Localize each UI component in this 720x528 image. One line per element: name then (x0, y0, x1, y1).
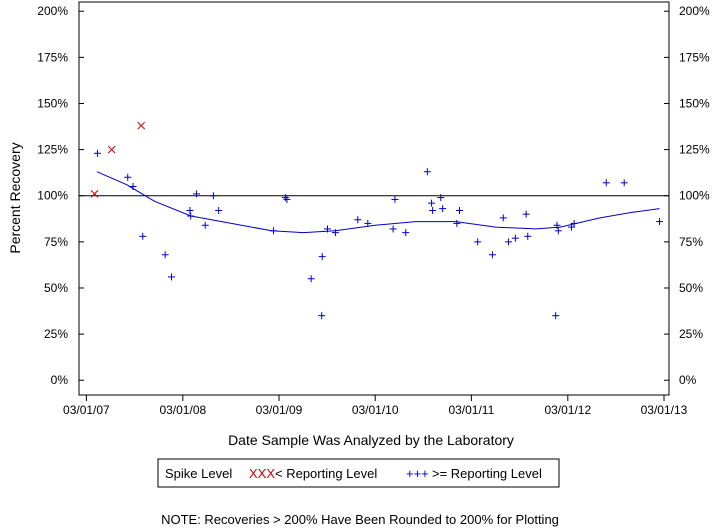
point-above-reporting-level (139, 232, 147, 240)
y-tick-label-left: 0% (51, 373, 69, 387)
legend-label-below: < Reporting Level (275, 466, 377, 481)
point-above-reporting-level (389, 225, 397, 233)
point-above-reporting-level (354, 216, 362, 224)
x-tick-label: 03/01/09 (256, 403, 303, 417)
point-above-reporting-level (456, 206, 464, 214)
legend: Spike Level XXX < Reporting Level +++ >=… (157, 458, 560, 488)
point-above-reporting-level (193, 190, 201, 198)
y-axis-title: Percent Recovery (7, 142, 23, 253)
x-tick-label: 03/01/13 (641, 403, 688, 417)
x-tick-label: 03/01/07 (63, 403, 110, 417)
plot-frame (78, 1, 670, 396)
x-tick-label: 03/01/10 (352, 403, 399, 417)
point-above-reporting-level (318, 253, 326, 261)
point-below-reporting-level (107, 145, 116, 154)
point-above-reporting-level (620, 179, 628, 187)
point-above-reporting-level (187, 212, 195, 220)
point-above-reporting-level (552, 312, 560, 320)
point-above-reporting-level (429, 206, 437, 214)
point-above-reporting-level (364, 219, 372, 227)
y-tick-label-left: 50% (44, 281, 68, 295)
legend-title: Spike Level (165, 466, 232, 481)
point-above-reporting-level (570, 219, 578, 227)
point-above-reporting-level (124, 173, 132, 181)
y-tick-label-right: 175% (679, 50, 710, 64)
point-above-reporting-level (428, 199, 436, 207)
point-stroke (137, 121, 146, 130)
point-above-reporting-level (307, 275, 315, 283)
y-tick-label-left: 100% (37, 189, 68, 203)
point-above-reporting-level (269, 227, 277, 235)
point-above-reporting-level (161, 251, 169, 259)
y-tick-label-right: 0% (679, 373, 697, 387)
y-tick-label-right: 125% (679, 143, 710, 157)
point-above-reporting-level (568, 223, 576, 231)
point-stroke (90, 190, 99, 198)
point-above-reporting-level (511, 234, 519, 242)
x-axis-title: Date Sample Was Analyzed by the Laborato… (228, 432, 514, 448)
point-above-reporting-level (129, 183, 137, 191)
point-above-reporting-level (488, 251, 496, 259)
legend-box (157, 458, 560, 488)
y-tick-label-left: 75% (44, 235, 68, 249)
point-above-reporting-level (499, 214, 507, 222)
y-tick-label-right: 25% (679, 327, 703, 341)
point-above-reporting-level (524, 232, 532, 240)
point-above-reporting-level (201, 221, 209, 229)
point-above-reporting-level (391, 195, 399, 203)
y-tick-label-left: 150% (37, 96, 68, 110)
point-above-reporting-level (209, 192, 217, 200)
note-text: NOTE: Recoveries > 200% Have Been Rounde… (161, 512, 559, 527)
point-below-reporting-level (90, 190, 99, 198)
trend-line (96, 171, 660, 234)
point-above-reporting-level (331, 229, 339, 237)
x-axis: 03/01/07 03/01/08 03/01/09 03/01/10 03/01/11… (63, 395, 688, 417)
x-tick-label: 03/01/11 (448, 403, 494, 417)
point-above-reporting-level (402, 229, 410, 237)
legend-label-above: >= Reporting Level (432, 466, 542, 481)
y-axis-right: 0% 25% 50% 75% 100% 125% 150% 175% 200% (664, 4, 710, 387)
y-tick-label-left: 200% (37, 4, 68, 18)
point-above-reporting-level (553, 221, 561, 229)
point-above-reporting-level (439, 205, 447, 213)
y-tick-label-left: 125% (37, 143, 68, 157)
y-tick-label-right: 50% (679, 281, 703, 295)
point-above-reporting-level (167, 273, 175, 281)
y-axis-left: 0% 25% 50% 75% 100% 125% 150% 175% 200% (37, 4, 84, 387)
point-above-reporting-level (656, 218, 664, 226)
point-stroke (107, 145, 116, 154)
point-above-reporting-level (474, 238, 482, 246)
point-above-reporting-level (505, 238, 513, 246)
y-tick-label-right: 75% (679, 235, 703, 249)
point-above-reporting-level (522, 210, 530, 218)
point-above-reporting-level (318, 312, 326, 320)
point-above-reporting-level (423, 168, 431, 176)
point-above-reporting-level (283, 195, 291, 203)
point-above-reporting-level (93, 149, 101, 157)
point-above-reporting-level (602, 179, 610, 187)
point-above-reporting-level (215, 206, 223, 214)
y-tick-label-left: 25% (44, 327, 68, 341)
legend-marker-below: XXX (249, 466, 275, 481)
y-tick-label-right: 100% (679, 189, 710, 203)
point-above-reporting-level (554, 227, 562, 235)
y-tick-label-right: 200% (679, 4, 710, 18)
points-group (90, 121, 664, 320)
point-above-reporting-level (453, 219, 461, 227)
y-tick-label-right: 150% (679, 96, 710, 110)
point-above-reporting-level (323, 225, 331, 233)
x-tick-label: 03/01/12 (544, 403, 591, 417)
point-below-reporting-level (137, 121, 146, 130)
trend-line-group (96, 171, 660, 234)
x-tick-label: 03/01/08 (159, 403, 206, 417)
y-tick-label-left: 175% (37, 50, 68, 64)
point-above-reporting-level (186, 206, 194, 214)
legend-marker-above: +++ (406, 466, 429, 481)
point-above-reporting-level (437, 194, 445, 202)
